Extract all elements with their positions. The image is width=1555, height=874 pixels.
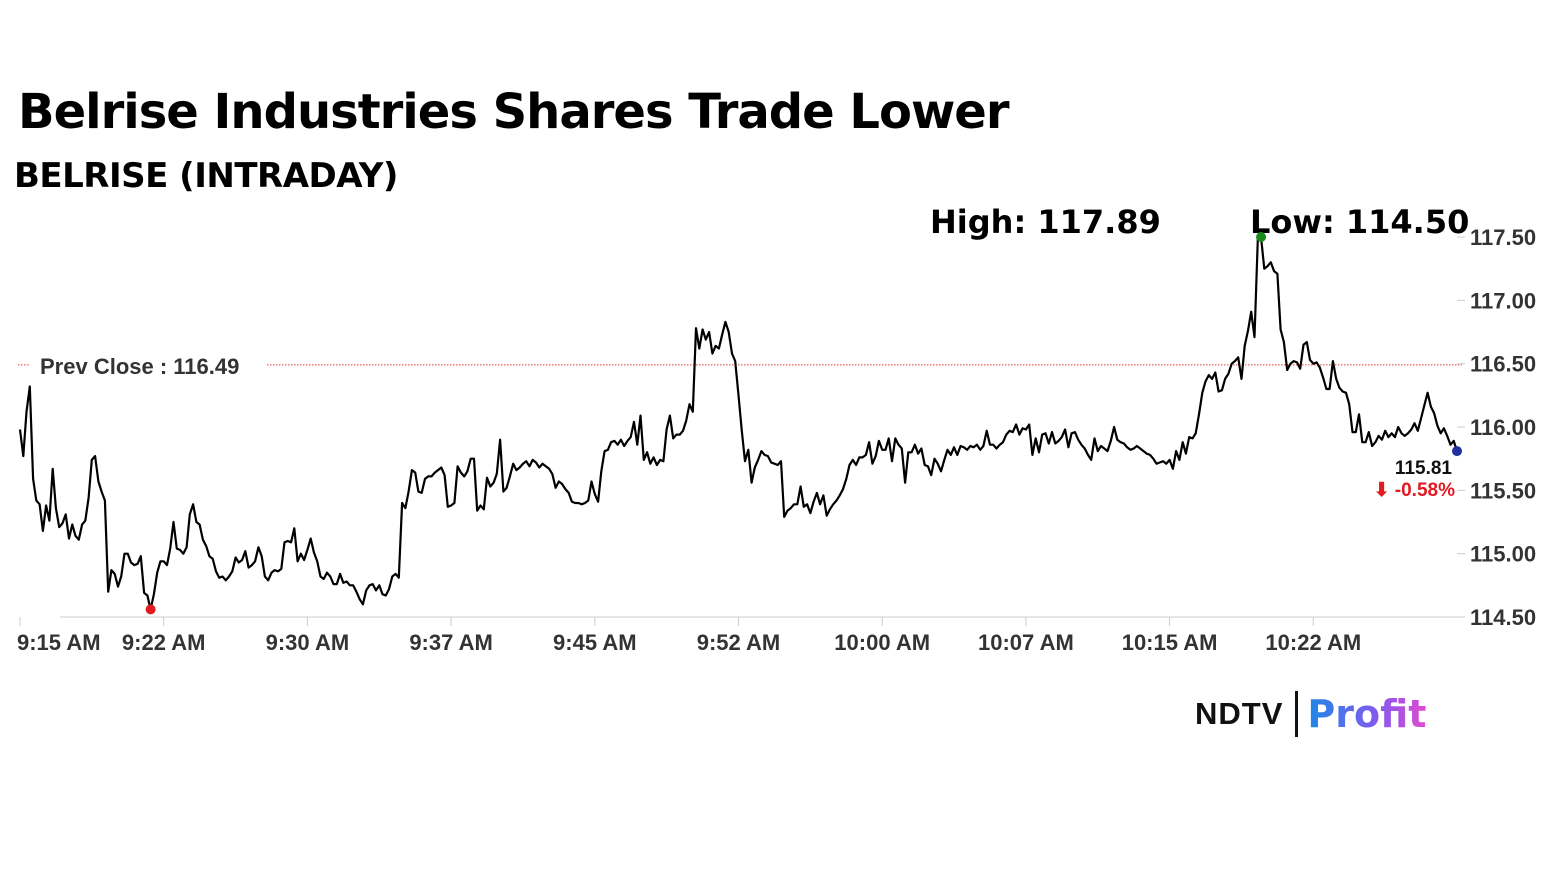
- price-line: [18, 235, 1459, 611]
- chart-title: Belrise Industries Shares Trade Lower: [18, 84, 1010, 140]
- x-tick-label: 9:52 AM: [697, 630, 781, 655]
- high-marker: [1256, 232, 1267, 242]
- low-marker: [145, 604, 156, 615]
- logo-profit-text: Profit: [1307, 692, 1427, 736]
- last-marker: [1452, 446, 1462, 457]
- change-label: ⬇ -0.58%: [1374, 480, 1456, 501]
- plot-area: Prev Close : 116.49 9:15 AM 9:22 AM 9:30 A…: [17, 225, 1536, 655]
- x-tick-label: 10:22 AM: [1265, 630, 1361, 655]
- low-label: Low: 114.50: [1250, 203, 1470, 241]
- high-label: High: 117.89: [930, 203, 1161, 241]
- x-tick-label: 9:45 AM: [553, 630, 637, 655]
- x-axis-ticks: 9:15 AM 9:22 AM 9:30 AM 9:37 AM 9:45 AM 9:52 …: [17, 617, 1361, 655]
- y-tick-label: 116.50: [1470, 352, 1536, 377]
- last-price-label: 115.81: [1395, 458, 1452, 479]
- x-tick-label: 9:15 AM: [17, 630, 101, 655]
- x-tick-label: 9:30 AM: [266, 630, 350, 655]
- x-tick-label: 10:07 AM: [978, 630, 1074, 655]
- prev-close-label-bg: [30, 350, 266, 380]
- y-tick-label: 116.00: [1470, 415, 1536, 440]
- y-tick-label: 114.50: [1470, 605, 1536, 630]
- y-tick-label: 115.00: [1470, 542, 1536, 567]
- x-tick-label: 9:22 AM: [122, 630, 206, 655]
- y-tick-label: 117.50: [1470, 225, 1536, 250]
- logo-separator: [1295, 691, 1299, 737]
- y-axis-ticks: 114.50 115.00 115.50 116.00 116.50 117.00 117.…: [1457, 225, 1536, 630]
- y-tick-label: 115.50: [1470, 478, 1536, 503]
- ndtv-profit-logo: NDTV Profit: [1195, 690, 1426, 738]
- x-tick-label: 10:00 AM: [834, 630, 930, 655]
- y-tick-label: 117.00: [1470, 288, 1536, 313]
- x-tick-label: 9:37 AM: [409, 630, 493, 655]
- chart-subtitle: BELRISE (INTRADAY): [14, 156, 398, 196]
- prev-close-label: Prev Close : 116.49: [40, 354, 239, 379]
- x-tick-label: 10:15 AM: [1122, 630, 1218, 655]
- logo-ndtv-text: NDTV: [1195, 696, 1284, 731]
